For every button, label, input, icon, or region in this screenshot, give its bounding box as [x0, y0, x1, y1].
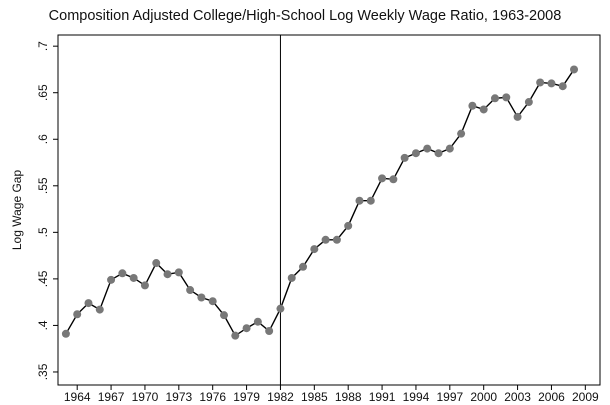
y-tick-label: .55 [36, 177, 50, 194]
y-tick-label: .6 [36, 134, 50, 144]
y-tick-label: .4 [36, 320, 50, 330]
data-line [65, 69, 575, 337]
data-point [129, 273, 138, 282]
data-point [547, 79, 556, 88]
data-point [490, 94, 499, 103]
data-point [152, 259, 161, 268]
data-point [84, 299, 93, 308]
x-tick-label: 1967 [98, 390, 125, 404]
data-point [197, 293, 206, 302]
x-tick-label: 2009 [572, 390, 599, 404]
data-point [61, 329, 70, 338]
y-tick-label: .65 [36, 84, 50, 101]
x-tick-label: 1985 [301, 390, 328, 404]
y-axis-label: Log Wage Gap [10, 170, 24, 251]
x-tick-label: 2000 [470, 390, 497, 404]
data-point [118, 269, 127, 278]
x-tick-label: 1991 [369, 390, 396, 404]
data-point [287, 273, 296, 282]
data-point [344, 221, 353, 230]
data-point [265, 327, 274, 336]
x-tick-label: 1994 [403, 390, 430, 404]
data-point [73, 310, 82, 319]
data-point [310, 245, 319, 254]
data-point [570, 65, 579, 74]
data-point [536, 78, 545, 87]
data-point [276, 304, 285, 313]
x-tick-label: 2006 [538, 390, 565, 404]
data-point [513, 112, 522, 121]
y-tick-label: .7 [36, 41, 50, 51]
y-tick-label: .45 [36, 270, 50, 287]
data-point [140, 281, 149, 290]
data-point [524, 98, 533, 107]
data-point [502, 93, 511, 102]
x-tick-label: 1982 [267, 390, 294, 404]
data-point [163, 270, 172, 279]
data-point [423, 144, 432, 153]
data-point [208, 297, 217, 306]
data-point [299, 262, 308, 271]
data-point [95, 305, 104, 314]
x-tick-label: 1964 [64, 390, 91, 404]
x-tick-label: 1973 [165, 390, 192, 404]
data-point [332, 235, 341, 244]
data-point [231, 331, 240, 340]
data-point [378, 174, 387, 183]
data-point [366, 196, 375, 205]
data-point [558, 82, 567, 91]
x-tick-label: 1979 [233, 390, 260, 404]
data-point [411, 149, 420, 158]
data-point [186, 286, 195, 295]
data-point [434, 149, 443, 158]
x-tick-label: 1970 [132, 390, 159, 404]
data-point [321, 235, 330, 244]
x-tick-label: 1997 [436, 390, 463, 404]
x-tick-label: 1988 [335, 390, 362, 404]
y-tick-label: .5 [36, 227, 50, 237]
data-point [174, 268, 183, 277]
plot-frame [57, 34, 601, 386]
chart-title: Composition Adjusted College/High-School… [49, 8, 562, 24]
data-point [479, 105, 488, 114]
data-point [107, 275, 116, 284]
data-point [355, 196, 364, 205]
data-point [468, 101, 477, 110]
x-tick-label: 1976 [199, 390, 226, 404]
data-point [242, 324, 251, 333]
data-point [389, 175, 398, 184]
data-point [253, 317, 262, 326]
y-tick-label: .35 [36, 363, 50, 380]
x-tick-label: 2003 [504, 390, 531, 404]
data-point [457, 129, 466, 138]
data-point [219, 311, 228, 320]
data-point [400, 153, 409, 162]
data-point [445, 144, 454, 153]
